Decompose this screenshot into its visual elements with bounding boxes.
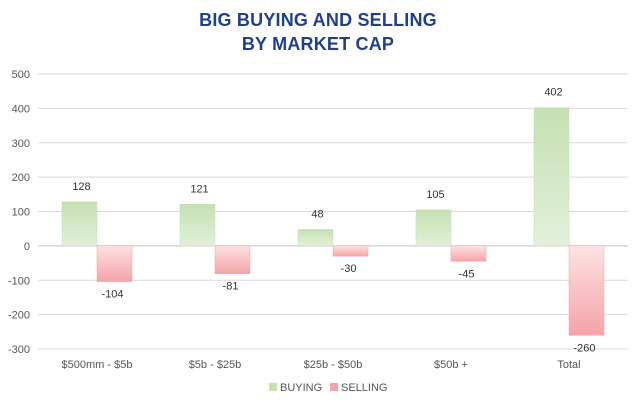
y-tick-label: 0 <box>24 241 30 253</box>
selling-data-label: -81 <box>223 281 239 293</box>
buying-data-label: 121 <box>190 183 208 195</box>
selling-bar <box>568 245 605 336</box>
y-tick-label: 300 <box>12 138 30 150</box>
legend-selling-swatch <box>330 383 338 391</box>
buying-data-label: 402 <box>544 87 562 99</box>
y-tick-label: 400 <box>12 103 30 115</box>
selling-data-label: -104 <box>101 289 123 301</box>
legend-buying-label: BUYING <box>280 382 322 394</box>
chart-title: BIG BUYING AND SELLING BY MARKET CAP <box>0 8 636 56</box>
y-tick-label: 100 <box>12 207 30 219</box>
y-tick-label: -300 <box>8 344 30 356</box>
selling-data-label: -30 <box>341 263 357 275</box>
y-tick-label: 500 <box>12 69 30 81</box>
buying-bar <box>533 107 570 247</box>
category-label: $500mm - $5b <box>62 359 133 371</box>
buying-data-label: 128 <box>72 181 90 193</box>
selling-bar <box>450 245 487 262</box>
buying-bar <box>61 201 98 247</box>
selling-data-label: -45 <box>459 268 475 280</box>
category-label: $25b - $50b <box>304 359 363 371</box>
chart-title-line-1: BIG BUYING AND SELLING <box>199 10 437 30</box>
selling-data-label: -260 <box>573 342 595 354</box>
buying-data-label: 48 <box>311 208 323 220</box>
buying-bar <box>415 209 452 247</box>
y-tick-label: -200 <box>8 310 30 322</box>
legend-selling-label: SELLING <box>341 382 387 394</box>
buying-bar <box>297 229 334 247</box>
legend-buying-swatch <box>269 383 277 391</box>
y-tick-label: 200 <box>12 172 30 184</box>
chart-title-line-2: BY MARKET CAP <box>241 34 395 54</box>
category-label: Total <box>557 359 580 371</box>
selling-bar <box>214 245 251 274</box>
buying-data-label: 105 <box>426 189 444 201</box>
y-tick-label: -100 <box>8 275 30 287</box>
selling-bar <box>96 245 133 282</box>
category-label: $50b + <box>434 359 468 371</box>
category-label: $5b - $25b <box>189 359 242 371</box>
buying-bar <box>179 204 216 247</box>
selling-bar <box>332 245 369 257</box>
